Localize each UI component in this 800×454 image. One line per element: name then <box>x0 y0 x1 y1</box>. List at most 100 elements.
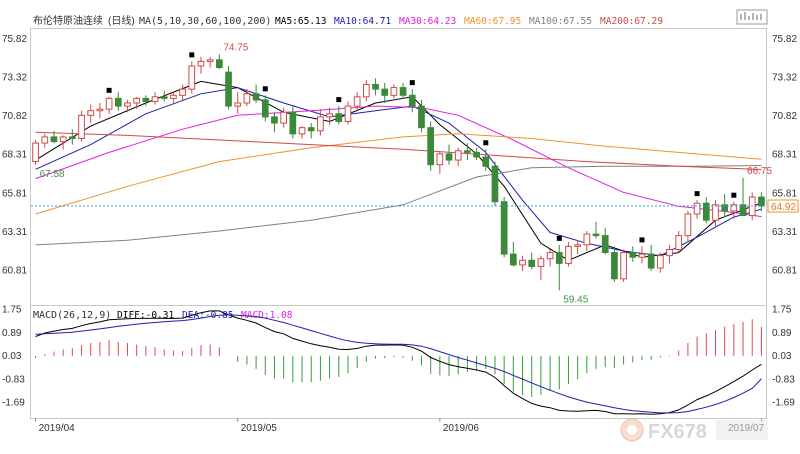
candle-body <box>390 87 398 96</box>
legend-item: MA10:64.71 <box>334 16 391 27</box>
candle <box>206 56 214 68</box>
candle <box>601 227 609 255</box>
candle <box>362 79 370 102</box>
candle <box>326 107 333 125</box>
candle-body <box>583 233 591 246</box>
candle <box>142 95 150 107</box>
candle <box>124 99 131 113</box>
candle-body <box>114 97 122 107</box>
candle-body <box>215 59 223 69</box>
candle <box>307 123 315 139</box>
dea-line <box>35 314 762 414</box>
candle-body <box>473 151 480 158</box>
candle-body <box>133 97 141 104</box>
candle-body <box>41 136 49 144</box>
candle-body <box>124 102 131 107</box>
macd-legend: DIFF:-0.31 DEA:-0.85 MACD:1.08 <box>117 310 293 321</box>
macd-tick-label: 0.89 <box>2 328 22 339</box>
candle <box>730 201 738 219</box>
candle <box>105 96 113 114</box>
candle <box>114 92 122 111</box>
candle <box>491 161 499 207</box>
price-tick-label: 63.31 <box>2 227 27 238</box>
candles <box>32 54 765 291</box>
candle-body <box>142 97 150 102</box>
candle <box>188 61 196 94</box>
candle <box>317 109 324 136</box>
candle <box>170 92 177 104</box>
candle-body <box>353 96 361 107</box>
candle <box>528 252 536 270</box>
macd-tick-label: 0.89 <box>772 328 792 339</box>
candle <box>656 252 664 273</box>
annotation-label: 66.75 <box>747 166 772 177</box>
ma10-line <box>35 87 762 257</box>
candle-body <box>500 201 508 255</box>
candle <box>693 200 701 219</box>
ma-header-label: MA(5,10,30,60,100,200) <box>139 16 271 27</box>
ma60-line <box>35 133 762 215</box>
date-label: 2019/04 <box>39 423 76 434</box>
high-marker <box>409 80 415 86</box>
high-marker <box>336 97 342 103</box>
candle <box>59 135 67 150</box>
candle-body <box>565 245 572 264</box>
candle <box>133 96 141 110</box>
candle-body <box>445 153 453 161</box>
candle <box>620 249 627 282</box>
candle <box>32 140 39 165</box>
candle-body <box>289 111 297 135</box>
price-tick-label: 63.31 <box>772 227 797 238</box>
high-marker <box>262 86 268 92</box>
price-panel <box>30 28 767 306</box>
candle-body <box>509 253 517 266</box>
candle-body <box>537 258 545 267</box>
candle-body <box>684 213 692 237</box>
candle-body <box>151 96 159 102</box>
candle <box>87 104 95 124</box>
candle <box>372 78 379 96</box>
candle-body <box>372 84 379 90</box>
candle-body <box>50 136 58 143</box>
candle-body <box>454 150 462 161</box>
candle <box>436 150 444 174</box>
candle <box>289 106 297 139</box>
candle <box>335 106 343 125</box>
candle-body <box>59 136 67 143</box>
candle-body <box>399 87 407 96</box>
legend-item: MA30:64.23 <box>399 16 456 27</box>
candle-body <box>721 204 729 212</box>
candle <box>151 92 159 105</box>
candle-body <box>574 244 582 247</box>
candle-body <box>418 105 425 129</box>
ma-legend: MA5:65.13 MA10:64.71 MA30:64.23 MA60:67.95 M… <box>275 16 663 27</box>
candle <box>96 103 104 119</box>
candle <box>68 129 76 145</box>
candle-body <box>656 255 664 269</box>
svg-text:FX678: FX678 <box>648 421 707 443</box>
candle-body <box>758 196 765 207</box>
high-marker <box>556 235 562 241</box>
candle-body <box>381 88 389 96</box>
date-label: 2019/06 <box>443 423 480 434</box>
price-tick-label: 65.81 <box>772 188 797 199</box>
legend-item: MA100:67.55 <box>529 16 592 27</box>
candle <box>243 89 251 107</box>
candle <box>50 130 58 144</box>
legend-item: MA200:67.29 <box>600 16 663 27</box>
candle <box>629 246 637 262</box>
kline-logo-icon <box>736 9 768 25</box>
candle <box>519 255 526 272</box>
high-marker <box>694 191 700 197</box>
macd-tick-label: -0.83 <box>2 374 25 385</box>
price-tick-label: 68.31 <box>772 150 797 161</box>
candle-body <box>96 108 104 112</box>
price-tick-label: 75.82 <box>2 34 27 45</box>
candle-body <box>464 150 471 153</box>
high-marker <box>189 52 195 58</box>
last-price-label: 64.92 <box>771 202 796 213</box>
candle <box>179 84 186 100</box>
candle-body <box>335 113 343 123</box>
diff-line <box>35 310 762 415</box>
